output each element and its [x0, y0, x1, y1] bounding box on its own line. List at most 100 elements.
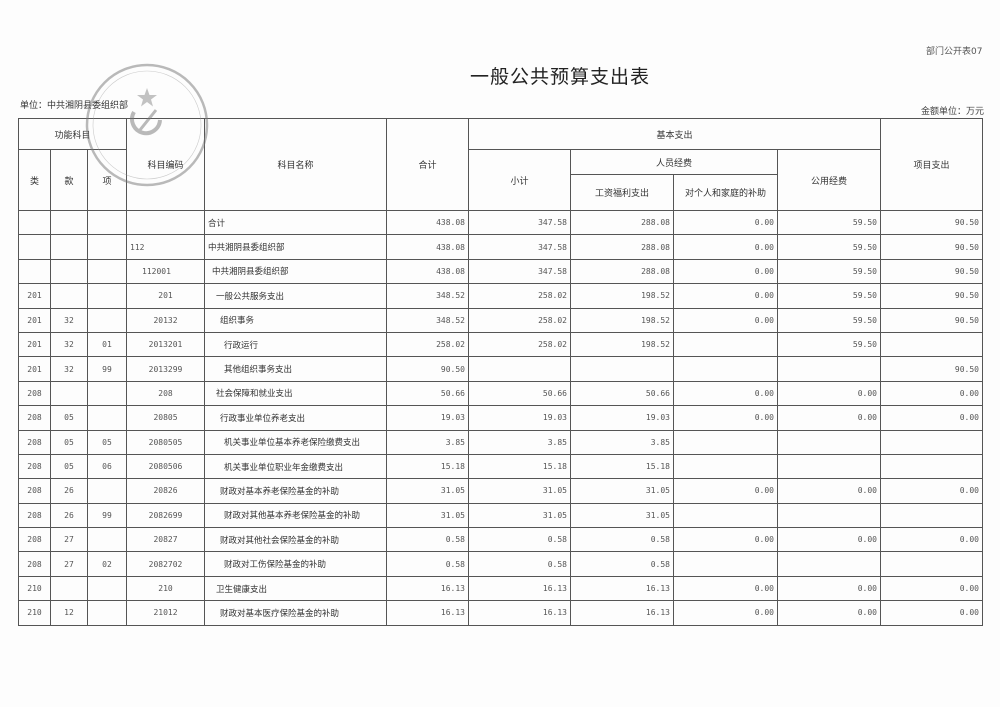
cell-lei: 208 — [18, 478, 51, 504]
cell-xiang — [87, 575, 127, 602]
cell-code: 208 — [126, 380, 205, 407]
cell-kuan: 05 — [50, 453, 88, 480]
cell-total: 31.05 — [386, 478, 469, 504]
table-row: 208 26 20826 财政对基本养老保险基金的补助 31.05 31.05 31.05 0… — [18, 478, 983, 504]
header-subtotal: 小计 — [468, 149, 571, 211]
cell-total: 90.50 — [386, 356, 469, 382]
money-unit-label: 金额单位：万元 — [920, 107, 984, 117]
cell-wages: 198.52 — [570, 331, 674, 358]
cell-name: 一般公共服务支出 — [204, 283, 387, 309]
cell-subsidy — [673, 551, 778, 577]
cell-public: 0.00 — [777, 380, 881, 407]
cell-wages: 0.58 — [570, 527, 674, 553]
cell-public — [777, 356, 881, 382]
table-row: 208 05 05 2080505 机关事业单位基本养老保险缴费支出 3.85 3.85 3.… — [18, 429, 983, 455]
table-row: 201 32 01 2013201 行政运行 258.02 258.02 198.52 59.5… — [18, 331, 983, 358]
cell-project — [880, 502, 983, 529]
cell-name: 其他组织事务支出 — [204, 356, 387, 382]
cell-code — [126, 209, 205, 236]
cell-project — [880, 429, 983, 455]
cell-total: 348.52 — [386, 307, 469, 333]
cell-kuan: 32 — [50, 356, 88, 382]
cell-kuan: 05 — [50, 405, 88, 431]
cell-kuan: 26 — [50, 502, 88, 529]
cell-name: 社会保障和就业支出 — [204, 380, 387, 407]
cell-wages: 19.03 — [570, 405, 674, 431]
header-public: 公用经费 — [777, 149, 881, 211]
cell-lei: 201 — [18, 283, 51, 309]
cell-xiang: 01 — [87, 331, 127, 358]
cell-wages: 31.05 — [570, 478, 674, 504]
cell-xiang: 06 — [87, 453, 127, 480]
cell-project: 0.00 — [880, 527, 983, 553]
cell-subsidy: 0.00 — [673, 527, 778, 553]
cell-public: 0.00 — [777, 600, 881, 626]
cell-name: 合计 — [204, 209, 387, 236]
header-subsidy: 对个人和家庭的补助 — [673, 174, 778, 211]
cell-name: 组织事务 — [204, 307, 387, 333]
cell-total: 438.08 — [386, 234, 469, 260]
cell-subtotal: 31.05 — [468, 502, 571, 529]
cell-project: 0.00 — [880, 478, 983, 504]
cell-subsidy: 0.00 — [673, 478, 778, 504]
cell-subtotal: 3.85 — [468, 429, 571, 455]
cell-xiang — [87, 234, 127, 260]
table-row: 208 27 20827 财政对其他社会保险基金的补助 0.58 0.58 0.58 0.00… — [18, 527, 983, 553]
cell-lei: 210 — [18, 600, 51, 626]
cell-kuan: 27 — [50, 551, 88, 577]
cell-lei: 208 — [18, 502, 51, 529]
cell-code: 20132 — [126, 307, 205, 333]
cell-xiang: 02 — [87, 551, 127, 577]
cell-kuan — [50, 575, 88, 602]
cell-public — [777, 453, 881, 480]
cell-subsidy — [673, 429, 778, 455]
cell-name: 中共湘阴县委组织部 — [204, 258, 387, 285]
cell-name: 财政对基本养老保险基金的补助 — [204, 478, 387, 504]
cell-subtotal: 258.02 — [468, 331, 571, 358]
cell-name: 卫生健康支出 — [204, 575, 387, 602]
cell-total: 16.13 — [386, 600, 469, 626]
page-title: 一般公共预算支出表 — [469, 66, 650, 88]
cell-xiang — [87, 209, 127, 236]
cell-subsidy: 0.00 — [673, 307, 778, 333]
cell-project — [880, 453, 983, 480]
cell-subtotal: 347.58 — [468, 209, 571, 236]
cell-lei: 201 — [18, 356, 51, 382]
seal-star-icon — [137, 88, 157, 107]
table-row: 208 05 06 2080506 机关事业单位职业年金缴费支出 15.18 15.18 15… — [18, 453, 983, 480]
cell-kuan — [50, 258, 88, 285]
cell-kuan — [50, 380, 88, 407]
header-total: 合计 — [386, 118, 469, 211]
cell-project: 0.00 — [880, 380, 983, 407]
budget-table: 功能科目 科目编码 科目名称 合计 基本支出 项目支出 类 款 项 小计 人员经… — [18, 118, 983, 626]
cell-kuan: 05 — [50, 429, 88, 455]
cell-xiang — [87, 258, 127, 285]
cell-name: 财政对其他社会保险基金的补助 — [204, 527, 387, 553]
cell-kuan: 27 — [50, 527, 88, 553]
header-lei: 类 — [18, 149, 51, 211]
cell-public: 0.00 — [777, 575, 881, 602]
header-xiang: 项 — [87, 149, 127, 211]
cell-code: 20826 — [126, 478, 205, 504]
cell-subtotal: 16.13 — [468, 600, 571, 626]
cell-public — [777, 429, 881, 455]
cell-wages: 16.13 — [570, 575, 674, 602]
cell-project: 90.50 — [880, 307, 983, 333]
cell-wages: 50.66 — [570, 380, 674, 407]
cell-subsidy — [673, 331, 778, 358]
cell-wages: 288.08 — [570, 234, 674, 260]
cell-code: 21012 — [126, 600, 205, 626]
table-row: 208 05 20805 行政事业单位养老支出 19.03 19.03 19.03 0.00 0… — [18, 405, 983, 431]
cell-code: 2013201 — [126, 331, 205, 358]
header-code: 科目编码 — [126, 118, 205, 211]
cell-name: 机关事业单位职业年金缴费支出 — [204, 453, 387, 480]
cell-kuan — [50, 283, 88, 309]
table-row: 208 208 社会保障和就业支出 50.66 50.66 50.66 0.00 0.00 0.… — [18, 380, 983, 407]
cell-wages — [570, 356, 674, 382]
cell-project: 90.50 — [880, 356, 983, 382]
cell-subsidy: 0.00 — [673, 380, 778, 407]
cell-subsidy: 0.00 — [673, 405, 778, 431]
cell-subtotal: 258.02 — [468, 283, 571, 309]
cell-subsidy: 0.00 — [673, 209, 778, 236]
